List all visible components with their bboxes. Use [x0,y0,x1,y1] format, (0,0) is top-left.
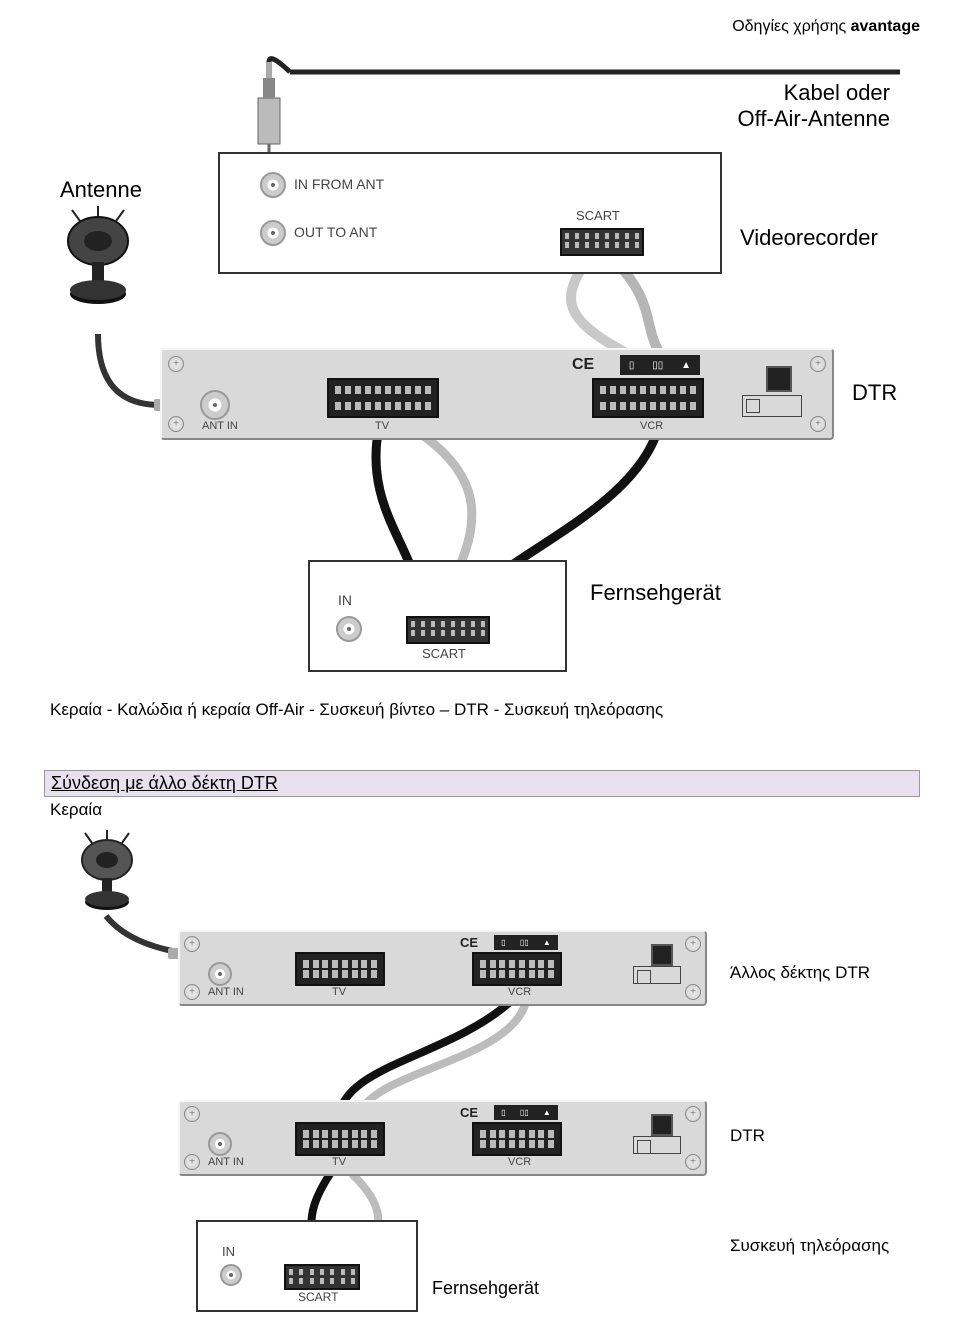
screw-icon [685,984,701,1000]
vcr-port-label-3: VCR [508,1156,531,1168]
screw-icon [810,416,826,432]
tv-box-1: IN SCART [308,560,567,672]
cable-label-line2: Off-Air-Antenne [738,106,890,132]
tv-in-port [336,616,362,642]
antenna-icon [58,206,148,336]
tv-scart-3 [295,1122,385,1156]
spec-plate-3 [633,1136,681,1154]
tv-scart-label-2: SCART [298,1290,338,1304]
tv-scart-label: SCART [422,646,466,661]
cable-label-line1: Kabel oder [784,80,890,106]
in-from-ant-label: IN FROM ANT [294,176,384,192]
power-socket-2 [651,944,673,966]
fernsehgeraet-label-1: Fernsehgerät [590,580,721,606]
ce-mark-2: CE [460,935,478,950]
tv-in-port-2 [220,1264,242,1286]
out-to-ant-label: OUT TO ANT [294,224,377,240]
out-to-ant-port [260,220,286,246]
vcr-port-label: VCR [640,420,663,432]
ce-mark-3: CE [460,1105,478,1120]
antenna-label: Antenne [60,177,142,203]
dtr-box-1: ANT IN TV VCR CE ▯▯▯▲ [160,348,834,440]
screw-icon [685,1106,701,1122]
other-dtr-label: Άλλος δέκτης DTR [730,963,870,983]
header-prefix: Οδηγίες χρήσης [732,18,850,35]
compliance-badge-2: ▯▯▯▲ [494,935,558,950]
ant-in-label-3: ANT IN [208,1156,244,1168]
tv-scart-2 [295,952,385,986]
dtr-box-lower: ANT IN TV VCR CE ▯▯▯▲ [178,1100,707,1176]
screw-icon [685,936,701,952]
power-socket [766,366,792,392]
screw-icon [184,936,200,952]
dtr-label-1: DTR [852,380,897,406]
screw-icon [184,1154,200,1170]
ant-in-port-2 [208,962,232,986]
screw-icon [184,984,200,1000]
tv-scart-small-2 [284,1264,360,1290]
dtr-box-other: ANT IN TV VCR CE ▯▯▯▲ [178,930,707,1006]
ant-in-port-3 [208,1132,232,1156]
diagram1-caption: Κεραία - Καλώδια ή κεραία Off-Air - Συσκ… [50,700,663,720]
ant-in-label-2: ANT IN [208,986,244,998]
vcr-scart-3 [472,1122,562,1156]
tv-right-label: Συσκευή τηλεόρασης [730,1236,889,1256]
dtr-label-2: DTR [730,1126,765,1146]
section2-antenna-caption: Κεραία [50,800,102,820]
screw-icon [184,1106,200,1122]
screw-icon [168,356,184,372]
screw-icon [168,416,184,432]
vcr-scart-label: SCART [576,208,620,223]
vcr-scart-port-dtr [592,378,704,418]
tv-scart-port [327,378,439,418]
ce-mark: CE [572,356,594,374]
tv-in-label: IN [338,592,352,608]
section2-title: Σύνδεση με άλλο δέκτη DTR [44,770,920,797]
videorecorder-label: Videorecorder [740,225,878,251]
compliance-badge-3: ▯▯▯▲ [494,1105,558,1120]
tv-box-2: IN SCART [196,1220,418,1312]
spec-plate [742,395,802,417]
tv-port-label-2: TV [332,986,346,998]
header-brand: avantage [851,18,920,35]
power-socket-3 [651,1114,673,1136]
ant-in-port [200,390,230,420]
vcr-scart-port [560,228,644,256]
in-from-ant-port [260,172,286,198]
tv-in-label-2: IN [222,1244,235,1259]
ant-in-label: ANT IN [202,420,238,432]
antenna-icon-2 [72,830,152,940]
tv-port-label-3: TV [332,1156,346,1168]
screw-icon [810,356,826,372]
page-header: Οδηγίες χρήσης avantage [732,18,920,36]
vcr-port-label-2: VCR [508,986,531,998]
screw-icon [685,1154,701,1170]
vcr-box: IN FROM ANT OUT TO ANT SCART [218,152,722,274]
fernsehgeraet-label-2: Fernsehgerät [432,1278,539,1299]
tv-scart-small [406,616,490,644]
tv-port-label: TV [375,420,389,432]
spec-plate-2 [633,966,681,984]
page: Οδηγίες χρήσης avantage Kabel oder Off-A… [0,0,960,1317]
compliance-badge: ▯▯▯▲ [620,355,700,375]
vcr-scart-2 [472,952,562,986]
